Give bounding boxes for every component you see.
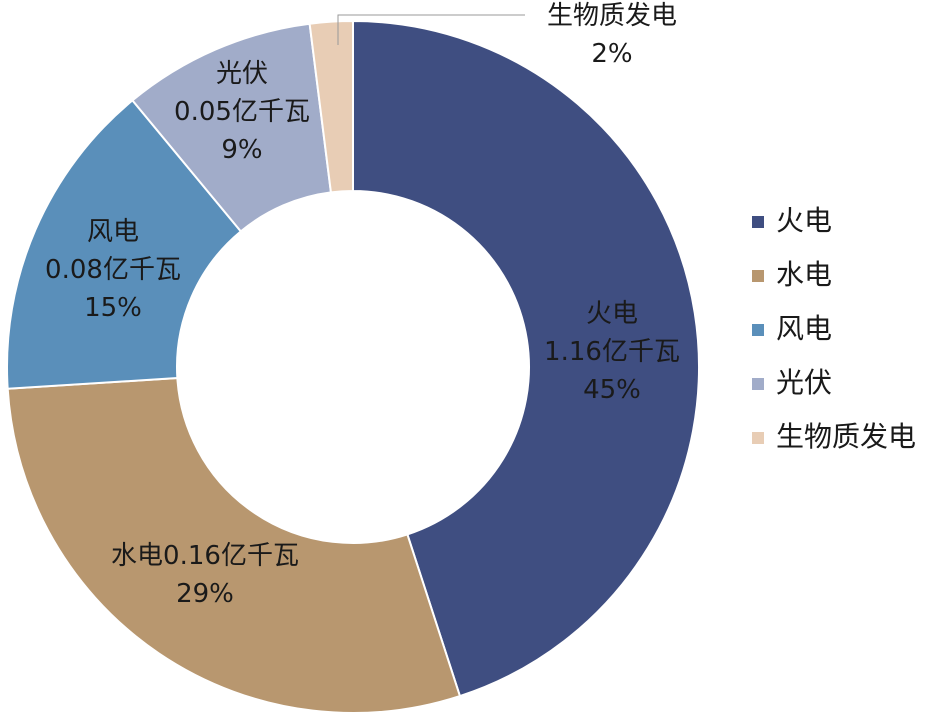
data-label: 0.08亿千瓦 [45, 255, 181, 285]
data-label: 生物质发电 [547, 1, 677, 31]
slice [6, 376, 462, 714]
legend-label: 光伏 [776, 366, 832, 399]
data-label: 29% [176, 579, 234, 609]
legend-label: 风电 [776, 312, 832, 345]
label-part: 0.08亿千瓦 [45, 255, 181, 285]
label-part: 29% [176, 579, 234, 609]
data-label: 9% [221, 135, 262, 165]
data-label: 15% [84, 293, 142, 323]
label-part: 2% [591, 39, 632, 69]
label-part: 0.16亿千瓦 [163, 541, 299, 571]
data-labels: 火电 1.16亿千瓦 45% 水电0.16亿千瓦 29% 风电 0.08亿千瓦 15% 光伏 0.… [45, 1, 680, 609]
label-part: 光伏 [216, 59, 268, 89]
data-label: 风电 [87, 217, 139, 247]
label-part: 0.05亿千瓦 [174, 97, 310, 127]
data-label: 光伏 [216, 59, 268, 89]
legend-label: 水电 [776, 258, 832, 291]
leader-line [337, 14, 525, 45]
label-part: 15% [84, 293, 142, 323]
legend-label: 火电 [776, 204, 832, 237]
donut [6, 19, 700, 714]
legend-swatch [752, 324, 764, 336]
label-part: 火电 [586, 299, 638, 329]
data-label: 0.05亿千瓦 [174, 97, 310, 127]
data-label: 45% [583, 375, 641, 405]
data-label: 2% [591, 39, 632, 69]
legend-swatch [752, 378, 764, 390]
label-part: 风电 [87, 217, 139, 247]
label-part: 1.16亿千瓦 [544, 337, 680, 367]
slice [6, 98, 243, 390]
data-label: 1.16亿千瓦 [544, 337, 680, 367]
slice [308, 19, 354, 194]
legend-swatch [752, 216, 764, 228]
label-part: 生物质发电 [547, 1, 677, 31]
label-part: 45% [583, 375, 641, 405]
legend-label: 生物质发电 [776, 420, 916, 453]
label-part: 9% [221, 135, 262, 165]
data-label: 火电 [586, 299, 638, 329]
legend-swatch [752, 270, 764, 282]
slice [352, 19, 700, 698]
legend-swatch [752, 432, 764, 444]
label-part: 水电 [111, 541, 163, 571]
data-label: 水电0.16亿千瓦 [111, 541, 299, 571]
